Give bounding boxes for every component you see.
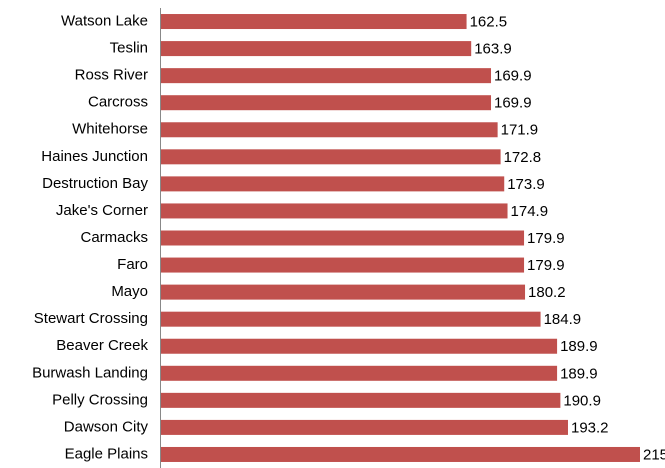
value-label: 162.5 bbox=[470, 13, 508, 30]
bar bbox=[161, 149, 501, 165]
y-tick-label: Haines Junction bbox=[41, 148, 148, 165]
value-label: 163.9 bbox=[474, 41, 512, 58]
bar bbox=[161, 122, 498, 138]
value-label: 189.9 bbox=[560, 365, 598, 382]
value-label: 169.9 bbox=[494, 95, 532, 112]
value-label: 215.0 bbox=[643, 446, 665, 463]
y-tick-label: Teslin bbox=[110, 40, 148, 57]
value-label: 184.9 bbox=[544, 311, 582, 328]
y-tick-label: Jake's Corner bbox=[56, 202, 148, 219]
value-label: 180.2 bbox=[528, 284, 566, 301]
bar bbox=[161, 203, 508, 219]
value-label: 174.9 bbox=[511, 203, 549, 220]
bar bbox=[161, 230, 525, 246]
value-label: 189.9 bbox=[560, 338, 598, 355]
y-tick-label: Carcross bbox=[88, 94, 148, 111]
bar bbox=[161, 41, 472, 57]
value-label: 179.9 bbox=[527, 257, 565, 274]
y-tick-label: Dawson City bbox=[64, 418, 149, 435]
value-label: 169.9 bbox=[494, 68, 532, 85]
value-label: 173.9 bbox=[507, 176, 545, 193]
y-tick-label: Watson Lake bbox=[61, 12, 148, 29]
y-tick-label: Ross River bbox=[75, 67, 148, 84]
bar bbox=[161, 176, 505, 192]
bar bbox=[161, 338, 558, 354]
y-tick-label: Destruction Bay bbox=[42, 175, 148, 192]
bar bbox=[161, 284, 526, 300]
y-tick-label: Burwash Landing bbox=[32, 364, 148, 381]
y-tick-label: Beaver Creek bbox=[56, 337, 148, 354]
bar bbox=[161, 68, 492, 84]
value-label: 179.9 bbox=[527, 230, 565, 247]
y-tick-label: Whitehorse bbox=[72, 121, 148, 138]
bar bbox=[161, 392, 561, 408]
y-tick-label: Mayo bbox=[111, 283, 148, 300]
bar bbox=[161, 365, 558, 381]
bar bbox=[161, 419, 568, 435]
y-tick-label: Pelly Crossing bbox=[52, 391, 148, 408]
value-label: 190.9 bbox=[563, 392, 601, 409]
bar bbox=[161, 257, 525, 273]
bar bbox=[161, 446, 640, 462]
bar bbox=[161, 14, 467, 30]
y-tick-label: Carmacks bbox=[80, 229, 148, 246]
y-tick-label: Stewart Crossing bbox=[34, 310, 148, 327]
bar bbox=[161, 311, 541, 327]
value-label: 172.8 bbox=[504, 149, 542, 166]
value-label: 171.9 bbox=[501, 122, 539, 139]
value-label: 193.2 bbox=[571, 419, 609, 436]
y-tick-label: Faro bbox=[117, 256, 148, 273]
y-tick-label: Eagle Plains bbox=[65, 445, 148, 462]
bar bbox=[161, 95, 492, 111]
